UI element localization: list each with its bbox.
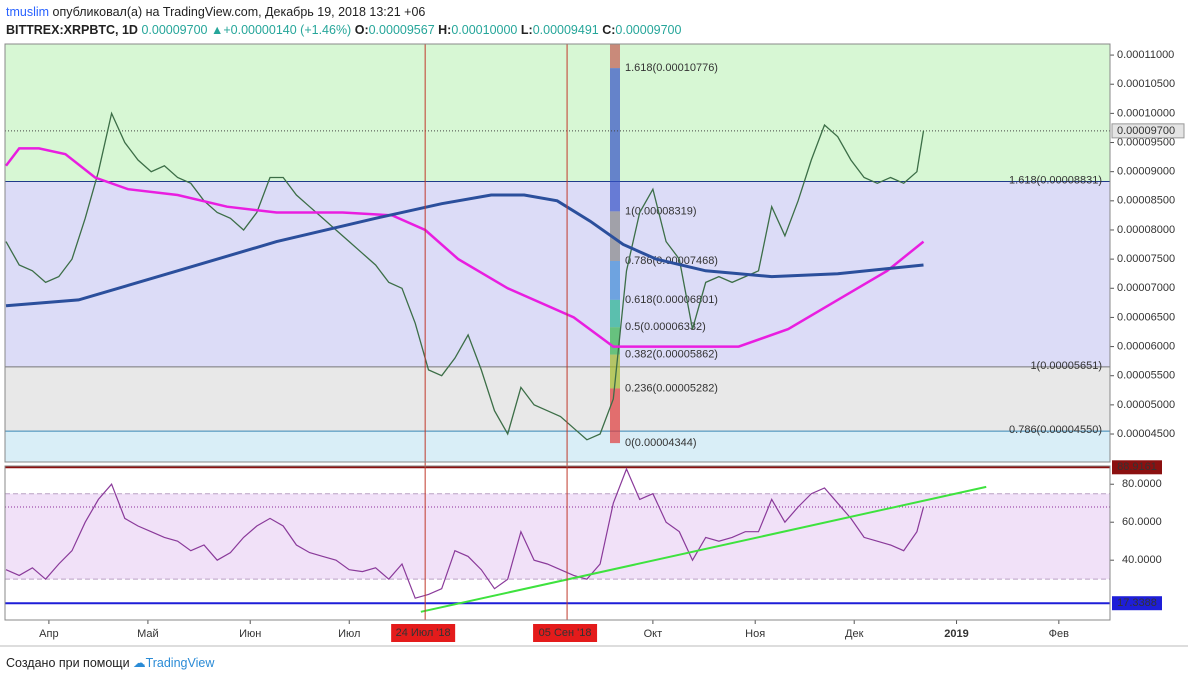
x-tick-label: Май — [137, 628, 159, 640]
y-tick-label: 0.00009000 — [1117, 166, 1175, 178]
user[interactable]: tmuslim — [6, 5, 50, 19]
fib-bar — [610, 260, 620, 300]
fib-label: 0.236(0.00005282) — [625, 382, 718, 394]
date-marker-label: 24 Июл '18 — [396, 627, 451, 639]
ohlc-label: L: — [520, 23, 533, 37]
x-tick-label: Июл — [338, 628, 360, 640]
ohlc-label: C: — [602, 23, 616, 37]
y-tick-label: 0.00010500 — [1117, 78, 1175, 90]
panel-frame — [4, 465, 1111, 621]
series-line — [5, 193, 924, 308]
rsi-extreme-box — [1112, 596, 1162, 611]
symbol: BITTREX:XRPBTC, 1D — [6, 23, 138, 37]
rsi-y-tick-label: 60.0000 — [1122, 516, 1162, 528]
fib-bar-top — [610, 44, 620, 69]
x-tick-label: Окт — [644, 628, 663, 640]
fib-label: 1(0.00008319) — [625, 205, 697, 217]
y-tick-label: 0.00007000 — [1117, 282, 1175, 294]
ohlc: O:0.00009567 H:0.00010000 L:0.00009491 C… — [355, 23, 682, 37]
x-tick-label: Фев — [1049, 628, 1069, 640]
last-price-label: 0.00009700 — [1117, 125, 1175, 137]
date-marker-box — [391, 624, 456, 642]
y-tick-label: 0.00005000 — [1117, 399, 1175, 411]
fib-label: 0.786(0.00004550) — [1009, 424, 1102, 436]
y-tick-label: 0.00010000 — [1117, 107, 1175, 119]
x-tick-label: Ноя — [745, 628, 765, 640]
fib-bar — [610, 211, 620, 261]
price-zone — [5, 44, 1110, 182]
price-zone — [5, 366, 1110, 432]
ticker-line: BITTREX:XRPBTC, 1D 0.00009700 ▲+0.000001… — [6, 21, 681, 39]
footer-text: Создано при помощи — [6, 656, 130, 670]
rsi-y-tick-label: 80.0000 — [1122, 478, 1162, 490]
rsi-trendline — [420, 485, 987, 613]
published: опубликовал(а) на TradingView.com, Декаб… — [52, 5, 426, 19]
fib-label: 0.786(0.00007468) — [625, 255, 718, 267]
brand-logo[interactable]: ☁ — [133, 656, 146, 670]
ohlc-value: 0.00009700 — [615, 23, 682, 37]
x-tick-label: 2019 — [944, 628, 968, 640]
price-zone — [5, 181, 1110, 367]
rsi-extreme-label: 17.3388 — [1117, 597, 1157, 609]
y-tick-label: 0.00006500 — [1117, 311, 1175, 323]
x-tick-label: Дек — [845, 628, 864, 640]
last-price-box — [1111, 123, 1185, 139]
ohlc-label: O: — [354, 23, 369, 37]
fib-label: 0.618(0.00006801) — [625, 294, 718, 306]
fib-label: 0.5(0.00006332) — [625, 321, 706, 333]
date-marker-label: 05 Сен '18 — [539, 627, 592, 639]
fib-bar — [610, 299, 620, 328]
y-tick-label: 0.00011000 — [1117, 49, 1174, 61]
ohlc-value: 0.00010000 — [451, 23, 518, 37]
ohlc-label: H: — [438, 23, 452, 37]
x-tick-label: Апр — [39, 628, 58, 640]
rsi-extreme-label: 88.9161 — [1117, 461, 1157, 473]
price-zone — [5, 431, 1110, 462]
ohlc-value: 0.00009491 — [532, 23, 599, 37]
fib-label: 1(0.00005651) — [1030, 360, 1102, 372]
rsi-band — [5, 493, 1110, 580]
y-tick-label: 0.00007500 — [1117, 253, 1175, 265]
x-tick-label: Июн — [239, 628, 261, 640]
change: +0.00000140 (+1.46%) — [223, 23, 352, 37]
y-tick-label: 0.00009500 — [1117, 136, 1175, 148]
publish-line: tmuslim опубликовал(а) на TradingView.co… — [6, 3, 681, 21]
price: 0.00009700 — [141, 23, 208, 37]
rsi-y-tick-label: 40.0000 — [1122, 554, 1162, 566]
fib-bar — [610, 388, 620, 444]
y-tick-label: 0.00008500 — [1117, 195, 1175, 207]
fib-bar — [610, 327, 620, 355]
y-tick-label: 0.00004500 — [1117, 428, 1175, 440]
fib-bar — [610, 354, 620, 389]
footer: Создано при помощи ☁TradingView — [6, 655, 214, 670]
brand[interactable]: TradingView — [145, 656, 215, 670]
up-arrow: ▲ — [210, 23, 224, 37]
series-line — [5, 111, 925, 441]
y-tick-label: 0.00006000 — [1117, 340, 1175, 352]
panel-frame — [4, 43, 1111, 463]
y-tick-label: 0.00008000 — [1117, 224, 1175, 236]
fib-label: 0(0.00004344) — [625, 437, 697, 449]
ohlc-value: 0.00009567 — [368, 23, 435, 37]
fib-label: 1.618(0.00010776) — [625, 62, 718, 74]
chart: 0.00011000 0.00010500 0.00010000 0.00009500… — [0, 43, 1188, 647]
date-marker-box — [533, 624, 598, 642]
series-line — [5, 147, 925, 348]
rsi-extreme-box — [1112, 460, 1162, 475]
fib-bar — [610, 68, 620, 212]
header: tmuslim опубликовал(а) на TradingView.co… — [6, 3, 681, 39]
y-tick-label: 0.00005500 — [1117, 370, 1175, 382]
fib-label: 1.618(0.00008831) — [1009, 174, 1102, 186]
fib-label: 0.382(0.00005862) — [625, 349, 718, 361]
